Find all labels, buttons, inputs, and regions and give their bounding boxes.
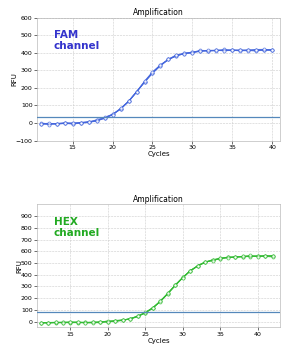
Text: FAM
channel: FAM channel xyxy=(54,30,100,51)
Title: Amplification: Amplification xyxy=(133,195,184,204)
X-axis label: Cycles: Cycles xyxy=(147,338,170,344)
Title: Amplification: Amplification xyxy=(133,8,184,17)
Y-axis label: RFU: RFU xyxy=(11,72,17,86)
Y-axis label: RFU: RFU xyxy=(16,259,22,273)
X-axis label: Cycles: Cycles xyxy=(147,151,170,157)
Text: HEX
channel: HEX channel xyxy=(54,217,100,238)
